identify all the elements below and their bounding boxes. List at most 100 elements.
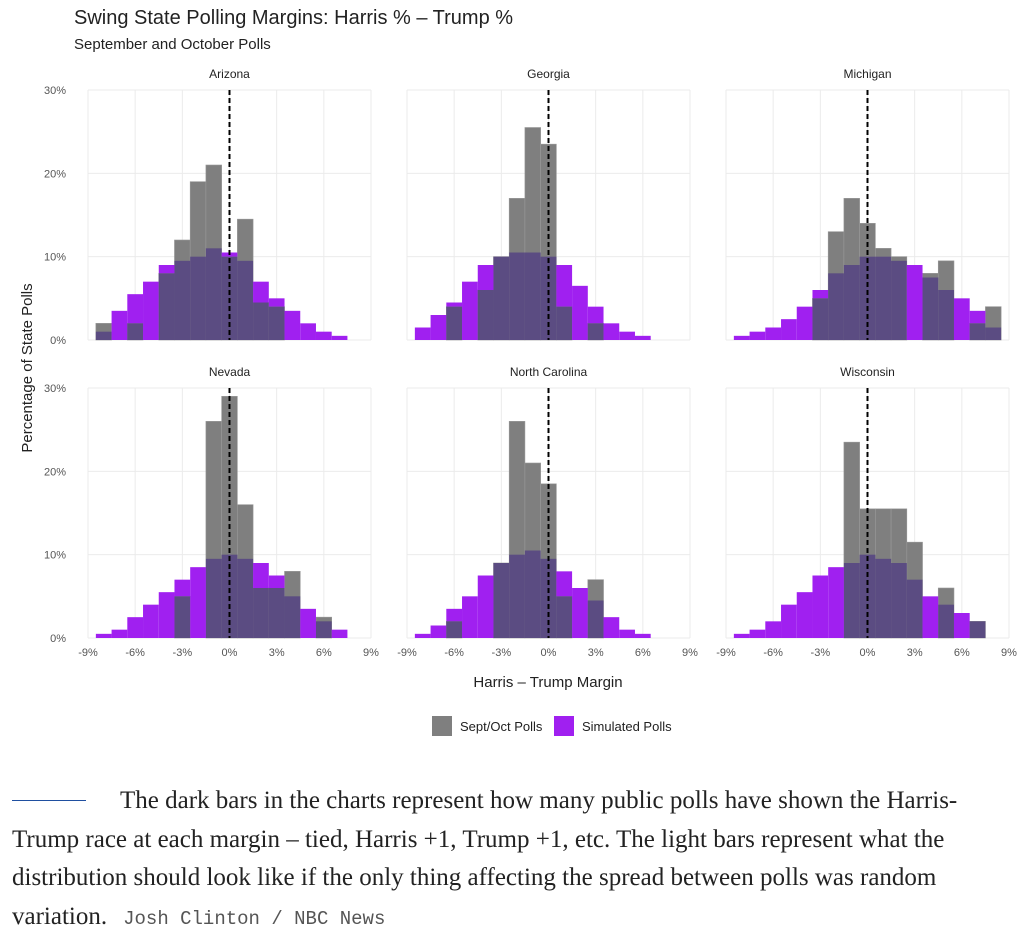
- x-tick-label: 3%: [907, 647, 923, 659]
- simulated-bar: [300, 608, 316, 638]
- overlap-bar: [127, 323, 144, 340]
- simulated-bar: [765, 327, 782, 340]
- overlap-bar: [284, 596, 301, 638]
- overlap-bar: [891, 260, 907, 340]
- simulated-bar: [603, 617, 620, 638]
- facet-panels: Arizona 0% 10% 20% 30% Georgia Michigan Nevada 0…: [44, 67, 1017, 659]
- simulated-bar: [315, 331, 332, 340]
- simulated-bar: [634, 633, 651, 638]
- overlap-bar: [985, 327, 1002, 340]
- x-tick-label: 0%: [860, 647, 876, 659]
- x-tick-label: -3%: [811, 647, 831, 659]
- overlap-bar: [509, 554, 525, 638]
- simulated-bar: [572, 285, 588, 340]
- simulated-bar: [143, 604, 159, 638]
- simulated-bar: [95, 633, 112, 638]
- x-tick-label: -3%: [492, 647, 512, 659]
- simulated-bar: [331, 629, 348, 638]
- overlap-bar: [493, 256, 510, 340]
- x-tick-label: -3%: [173, 647, 193, 659]
- facet-label: Arizona: [209, 67, 250, 81]
- overlap-bar: [843, 563, 860, 638]
- simulated-bar: [781, 319, 797, 340]
- simulated-bar: [446, 608, 463, 622]
- overlap-bar: [828, 273, 844, 340]
- y-tick-label: 0%: [50, 335, 66, 347]
- simulated-bar: [143, 281, 159, 340]
- panel-georgia: Georgia: [406, 67, 691, 341]
- overlap-bar: [237, 558, 254, 638]
- overlap-bar: [205, 248, 222, 340]
- simulated-bar: [733, 633, 750, 638]
- overlap-bar: [969, 621, 986, 638]
- simulated-bar: [749, 331, 766, 340]
- overlap-bar: [190, 256, 206, 340]
- overlap-bar: [477, 290, 494, 340]
- simulated-bar: [969, 310, 986, 324]
- overlap-bar: [524, 252, 541, 340]
- simulated-bar: [462, 281, 478, 340]
- simulated-bar: [906, 265, 923, 340]
- y-tick-label: 20%: [44, 466, 66, 478]
- panel-north-carolina: North Carolina -9% -6% -3% 0% 3% 6% 9%: [397, 365, 698, 659]
- overlap-bar: [446, 306, 463, 340]
- x-tick-label: -9%: [716, 647, 736, 659]
- overlap-bar: [205, 558, 222, 638]
- simulated-bar: [111, 629, 128, 638]
- y-tick-label: 10%: [44, 252, 66, 264]
- figure: Swing State Polling Margins: Harris % – …: [19, 7, 1017, 736]
- overlap-bar: [875, 558, 892, 638]
- caption-text: The dark bars in the charts represent ho…: [12, 787, 958, 930]
- simulated-bar: [127, 617, 144, 638]
- legend: Sept/Oct Polls Simulated Polls: [432, 716, 672, 736]
- caption: The dark bars in the charts represent ho…: [12, 782, 1022, 938]
- overlap-bar: [174, 260, 191, 340]
- x-axis-label: Harris – Trump Margin: [473, 674, 622, 691]
- simulated-bar: [462, 596, 478, 638]
- facet-label: Georgia: [527, 67, 570, 81]
- overlap-bar: [237, 260, 254, 340]
- simulated-bar: [253, 563, 269, 588]
- simulated-bar: [603, 323, 620, 340]
- overlap-bar: [158, 273, 175, 340]
- x-tick-label: -9%: [78, 647, 98, 659]
- overlap-bar: [268, 588, 285, 638]
- simulated-bar: [331, 335, 348, 340]
- caption-credit: Josh Clinton / NBC News: [123, 907, 386, 930]
- legend-label-polls: Sept/Oct Polls: [460, 719, 543, 734]
- simulated-bar: [796, 306, 813, 340]
- simulated-bar: [446, 302, 463, 307]
- y-tick-label: 10%: [44, 550, 66, 562]
- simulated-bar: [556, 571, 573, 597]
- panel-michigan: Michigan: [725, 67, 1010, 341]
- overlap-bar: [174, 596, 191, 638]
- legend-swatch-simulated: [554, 716, 574, 736]
- simulated-bar: [922, 596, 939, 638]
- facet-label: Nevada: [209, 365, 251, 379]
- legend-label-simulated: Simulated Polls: [582, 719, 672, 734]
- panel-arizona: Arizona 0% 10% 20% 30%: [44, 67, 372, 347]
- overlap-bar: [446, 621, 463, 638]
- x-tick-label: 3%: [588, 647, 604, 659]
- simulated-bar: [414, 327, 431, 340]
- panel-wisconsin: Wisconsin -9% -6% -3% 0% 3% 6% 9%: [716, 365, 1017, 659]
- facet-label: Michigan: [843, 67, 891, 81]
- y-tick-label: 0%: [50, 633, 66, 645]
- simulated-bar: [587, 306, 604, 324]
- caption-rule: [12, 799, 86, 801]
- simulated-bar: [556, 265, 573, 307]
- simulated-bar: [158, 592, 175, 638]
- x-tick-label: 0%: [541, 647, 557, 659]
- x-tick-label: 9%: [363, 647, 379, 659]
- simulated-bar: [253, 281, 269, 303]
- overlap-bar: [938, 290, 954, 340]
- simulated-bar: [158, 265, 175, 274]
- overlap-bar: [587, 323, 604, 340]
- overlap-bar: [969, 323, 986, 340]
- simulated-bar: [430, 625, 447, 638]
- y-tick-label: 30%: [44, 85, 66, 97]
- overlap-bar: [938, 604, 954, 638]
- simulated-bar: [127, 294, 144, 324]
- overlap-bar: [875, 256, 892, 340]
- simulated-bar: [619, 331, 635, 340]
